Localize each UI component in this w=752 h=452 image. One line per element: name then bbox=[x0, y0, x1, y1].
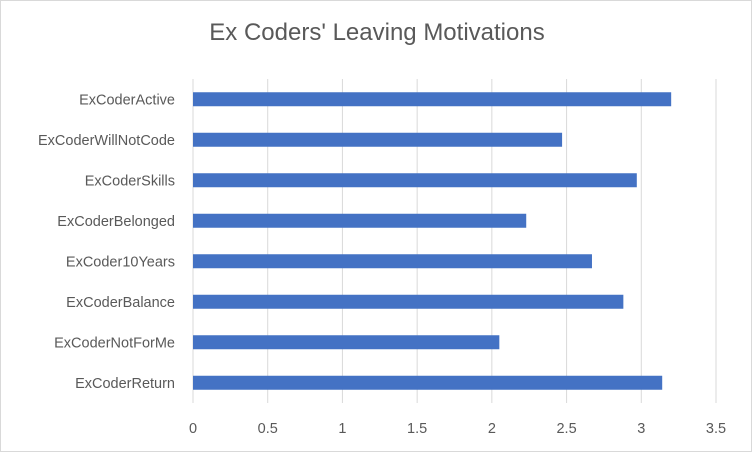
category-label: ExCoderBalance bbox=[66, 295, 175, 311]
x-tick-label: 3 bbox=[637, 421, 645, 437]
category-label: ExCoderReturn bbox=[75, 376, 175, 392]
bar bbox=[193, 213, 527, 228]
category-label: ExCoderBelonged bbox=[57, 214, 175, 230]
bar bbox=[193, 254, 592, 269]
bars bbox=[193, 92, 672, 390]
x-tick-label: 0 bbox=[189, 421, 197, 437]
category-label: ExCoder10Years bbox=[66, 254, 175, 270]
x-tick-label: 0.5 bbox=[258, 421, 278, 437]
x-tick-labels: 0 0.5 1 1.5 2 2.5 3 3.5 bbox=[189, 421, 726, 437]
bar bbox=[193, 132, 563, 147]
x-tick-label: 1.5 bbox=[407, 421, 427, 437]
bar bbox=[193, 92, 672, 107]
x-tick-label: 2 bbox=[488, 421, 496, 437]
category-label: ExCoderSkills bbox=[85, 173, 175, 189]
category-label: ExCoderActive bbox=[79, 92, 175, 108]
bar bbox=[193, 375, 663, 390]
bar bbox=[193, 335, 500, 350]
chart-title: Ex Coders' Leaving Motivations bbox=[209, 19, 545, 46]
bar bbox=[193, 173, 637, 188]
x-tick-label: 2.5 bbox=[556, 421, 576, 437]
category-label: ExCoderWillNotCode bbox=[38, 133, 175, 149]
bar bbox=[193, 294, 624, 309]
category-label: ExCoderNotForMe bbox=[54, 335, 175, 351]
gridlines bbox=[192, 79, 717, 403]
x-tick-label: 3.5 bbox=[706, 421, 726, 437]
x-tick-label: 1 bbox=[338, 421, 346, 437]
category-labels: ExCoderActive ExCoderWillNotCode ExCoderSk… bbox=[38, 92, 175, 392]
